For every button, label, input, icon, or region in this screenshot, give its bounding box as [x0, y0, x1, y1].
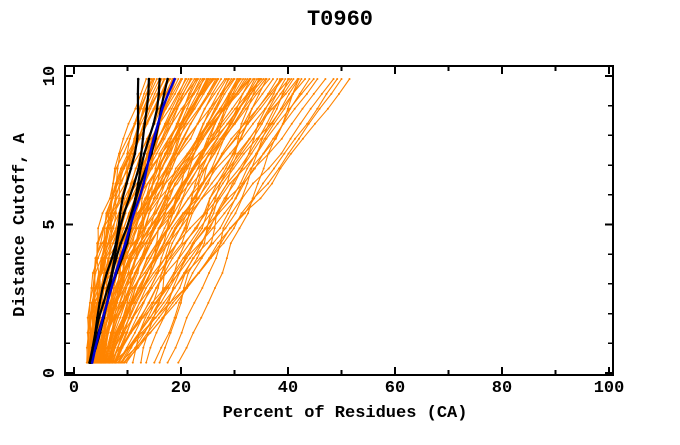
- x-tick-label: 40: [278, 379, 298, 398]
- model-curves-orange: [85, 78, 351, 364]
- x-tick-label: 60: [385, 379, 405, 398]
- axis-tick-labels: 0 20 40 60 80 100 0 5 10: [41, 66, 624, 398]
- y-tick-label: 5: [41, 219, 60, 229]
- reference-curve-blue: [90, 77, 176, 364]
- chart-title: T0960: [307, 7, 373, 32]
- x-tick-label: 100: [594, 379, 625, 398]
- x-axis-label: Percent of Residues (CA): [223, 404, 468, 423]
- x-tick-label: 0: [69, 379, 79, 398]
- x-tick-label: 20: [171, 379, 191, 398]
- y-axis-label: Distance Cutoff, A: [11, 132, 30, 316]
- y-tick-label: 0: [41, 368, 60, 378]
- plot-axes: [64, 65, 614, 376]
- x-tick-label: 80: [492, 379, 512, 398]
- y-tick-label: 10: [41, 66, 60, 86]
